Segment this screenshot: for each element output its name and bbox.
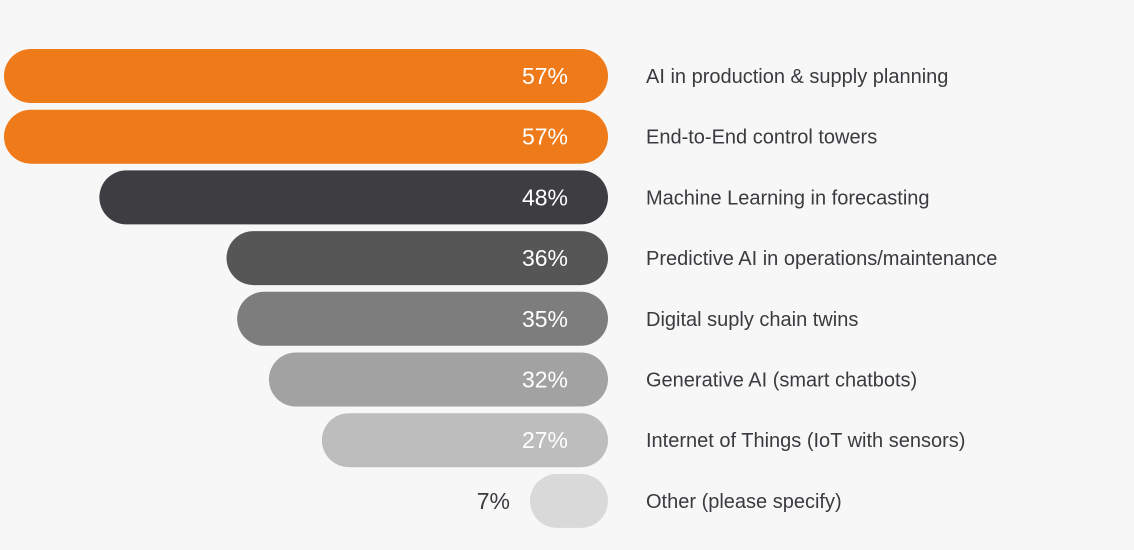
category-label-5: Digital suply chain twins [646, 309, 858, 331]
value-label-3: 48% [522, 184, 568, 210]
category-label-3: Machine Learning in forecasting [646, 187, 930, 209]
value-label-4: 36% [522, 245, 568, 271]
value-label-5: 35% [522, 306, 568, 332]
bar-2 [4, 109, 608, 164]
category-label-1: AI in production & supply planning [646, 66, 948, 88]
bar-8 [530, 473, 608, 528]
category-label-2: End-to-End control towers [646, 127, 877, 149]
bar-1 [4, 49, 608, 103]
bar-4 [226, 231, 609, 286]
value-label-1: 57% [522, 63, 568, 89]
category-label-7: Internet of Things (IoT with sensors) [646, 430, 965, 452]
category-label-8: Other (please specify) [646, 491, 842, 513]
value-label-6: 32% [522, 367, 568, 393]
category-label-6: Generative AI (smart chatbots) [646, 370, 917, 392]
value-label-7: 27% [522, 427, 568, 453]
category-label-4: Predictive AI in operations/maintenance [646, 248, 997, 270]
bar-5 [237, 291, 608, 346]
bar-7 [321, 413, 608, 468]
bar-3 [99, 170, 609, 225]
bar-6 [268, 352, 608, 407]
value-label-2: 57% [522, 124, 568, 150]
value-label-8: 7% [477, 488, 510, 514]
